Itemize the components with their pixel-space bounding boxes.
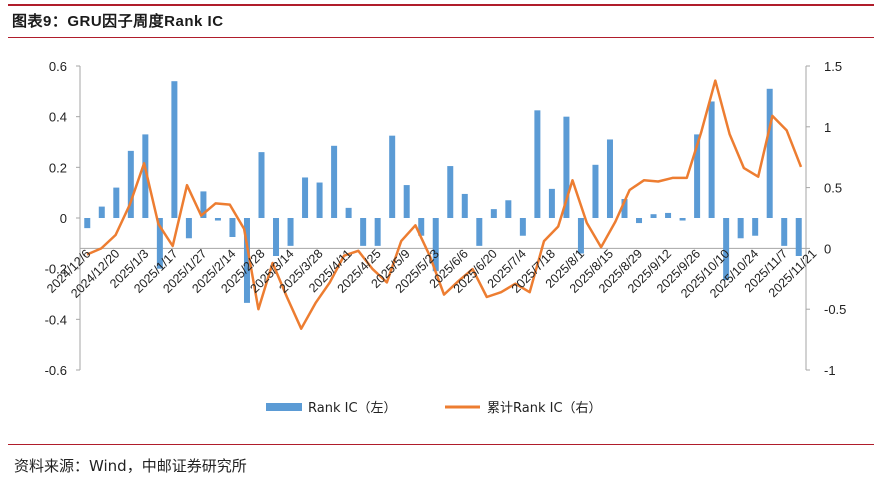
y-left-tick-label: 0.6 <box>49 59 67 74</box>
ic-bar <box>490 209 497 218</box>
y-right-tick-label: -1 <box>824 363 836 378</box>
ic-bar <box>737 218 744 239</box>
ic-bar <box>708 101 715 218</box>
ic-bar <box>142 134 149 218</box>
ic-bar <box>200 191 207 218</box>
ic-bar <box>156 218 163 269</box>
ic-bar <box>606 139 613 218</box>
ic-bar <box>214 218 221 221</box>
y-axis-right: -1 -0.5 0 0.5 1 1.5 <box>806 59 846 378</box>
ic-bar <box>273 218 280 256</box>
ic-bar <box>374 218 381 246</box>
ic-bar <box>534 110 541 218</box>
ic-bar <box>505 200 512 218</box>
y-right-tick-label: 1.5 <box>824 59 842 74</box>
ic-bar <box>345 207 352 218</box>
ic-bar <box>302 177 309 218</box>
y-left-tick-label: 0.4 <box>49 110 67 125</box>
ic-bar <box>679 218 686 221</box>
ic-bar <box>171 81 178 218</box>
y-right-tick-label: 0.5 <box>824 181 842 196</box>
ic-bar <box>98 206 105 218</box>
y-right-tick-label: 1 <box>824 120 831 135</box>
ic-bar <box>360 218 367 246</box>
ic-bar <box>243 218 250 303</box>
ic-bar <box>694 134 701 218</box>
ic-bar <box>592 164 599 218</box>
ic-bar <box>650 214 657 218</box>
ic-bar <box>766 88 773 218</box>
legend-line-label: 累计Rank IC（右） <box>487 401 602 416</box>
y-left-tick-label: -0.6 <box>45 363 67 378</box>
ic-bar <box>403 185 410 218</box>
ic-bar <box>577 218 584 254</box>
y-left-tick-label: 0.2 <box>49 160 67 175</box>
ic-bar <box>461 193 468 218</box>
ic-bar <box>781 218 788 246</box>
figure-title: 图表9：GRU因子周度Rank IC <box>12 13 224 30</box>
line-series <box>86 79 803 330</box>
ic-bar <box>447 166 454 218</box>
ic-bar <box>621 199 628 218</box>
ic-bar <box>389 135 396 218</box>
source-note: 资料来源：Wind，中邮证券研究所 <box>14 457 247 475</box>
ic-bar <box>795 218 802 256</box>
ic-bar <box>723 218 730 281</box>
ic-bar <box>316 182 323 218</box>
ic-bar <box>185 218 192 239</box>
cumulative-ic-line <box>86 79 803 330</box>
bottom-rule <box>8 444 874 445</box>
y-left-tick-label: -0.4 <box>45 312 67 327</box>
ic-bar <box>476 218 483 246</box>
legend: Rank IC（左） 累计Rank IC（右） <box>266 401 602 416</box>
ic-bar <box>229 218 236 237</box>
ic-bar <box>636 218 643 224</box>
ic-bar <box>665 212 672 218</box>
ic-bar <box>258 152 265 218</box>
legend-bar-label: Rank IC（左） <box>308 401 397 416</box>
y-right-tick-label: 0 <box>824 241 831 256</box>
bar-series <box>84 81 802 303</box>
top-rule <box>8 4 874 6</box>
y-left-tick-label: -0.2 <box>45 262 67 277</box>
ic-bar <box>127 150 134 218</box>
ic-bar <box>84 218 91 229</box>
ic-bar <box>418 218 425 236</box>
ic-bar <box>548 188 555 218</box>
ic-bar <box>563 116 570 218</box>
ic-bar <box>287 218 294 246</box>
ic-bar <box>519 218 526 236</box>
ic-bar <box>113 187 120 218</box>
ic-bar <box>432 218 439 272</box>
legend-bar-swatch <box>266 403 302 411</box>
ic-bar <box>752 218 759 236</box>
ic-bar <box>331 145 338 218</box>
y-right-tick-label: -0.5 <box>824 302 846 317</box>
title-rule <box>8 37 874 38</box>
y-left-tick-label: 0 <box>60 211 67 226</box>
chart-area: -0.6-0.4-0.200.20.40.6 -1-0.500.511.5 20… <box>44 59 846 416</box>
y-axis-left: -0.6 -0.4 -0.2 0 0.2 0.4 0.6 <box>45 59 80 378</box>
